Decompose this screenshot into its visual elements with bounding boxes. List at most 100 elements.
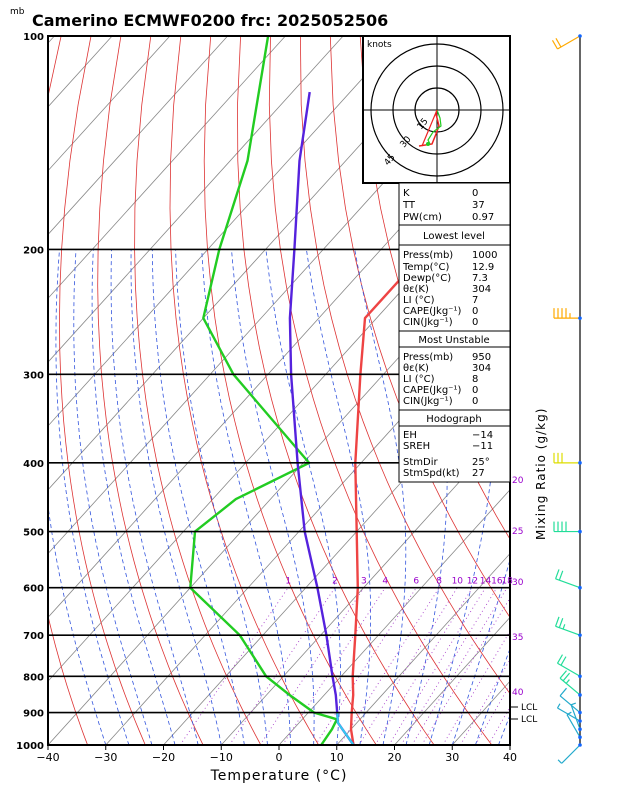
wind-barb — [555, 569, 582, 590]
ll-cape-label: CAPE(Jkg⁻¹) — [403, 306, 461, 317]
moist-adiabat-line — [405, 249, 448, 745]
mixing-ratio-tick-label: 20 — [512, 476, 524, 486]
most-unstable-header: Most Unstable — [418, 335, 489, 346]
sreh-label: SREH — [403, 441, 430, 452]
x-axis-label: Temperature (°C) — [210, 768, 348, 784]
wind-barb — [551, 34, 582, 50]
pressure-tick-label: 1000 — [16, 741, 44, 752]
mu-cin-label: CIN(Jkg⁻¹) — [403, 396, 453, 407]
moist-adiabat-line — [130, 249, 222, 745]
ll-cin-label: CIN(Jkg⁻¹) — [403, 317, 453, 328]
temperature-tick-label: 10 — [330, 751, 344, 764]
stmdir-label: StmDir — [403, 457, 438, 468]
moist-adiabat-line — [175, 249, 268, 745]
wind-barb-flag — [555, 38, 562, 48]
hodograph-storm-vector — [421, 109, 438, 147]
wind-barb-dot — [578, 674, 582, 679]
moist-adiabat-line — [201, 249, 291, 745]
index-k-label: K — [403, 188, 410, 199]
pressure-tick-label: 100 — [23, 32, 44, 43]
chart-title: Camerino ECMWF0200 frc: 2025052506 — [32, 11, 388, 30]
dry-adiabat-line — [48, 36, 88, 745]
wind-barb-dot — [578, 719, 582, 723]
mixing-ratio-axis-label: Mixing Ratio (g/kg) — [534, 408, 548, 540]
most-unstable-block: Press(mb) 950 θε(K) 304 LI (°C) 8 CAPE(J… — [403, 352, 491, 407]
wind-barb — [555, 616, 582, 637]
ll-press-label: Press(mb) — [403, 250, 453, 261]
pressure-tick-label: 900 — [23, 709, 44, 720]
wind-barb — [553, 521, 582, 534]
wind-barb-dot — [578, 743, 582, 747]
wind-barb-staff — [566, 714, 581, 738]
hodograph-trace-mid — [427, 109, 442, 145]
hodograph-units: knots — [367, 40, 392, 50]
wind-barb-half-flag — [565, 679, 570, 684]
wind-barb-dot — [578, 461, 582, 465]
wind-barb-staff — [570, 704, 581, 730]
background-grid — [48, 36, 510, 745]
moist-adiabat-line — [110, 249, 199, 745]
mixing-ratio-line — [442, 630, 510, 745]
wind-barb — [553, 452, 582, 465]
index-pw-value: 0.97 — [472, 212, 494, 223]
mu-press-value: 950 — [472, 352, 491, 363]
ll-cape-value: 0 — [472, 306, 478, 317]
wind-barb-flag — [556, 654, 564, 664]
wind-barb-staff — [561, 744, 581, 764]
wind-barb — [556, 703, 582, 723]
temperature-tick-label: −20 — [152, 751, 175, 764]
wind-barb-half-flag — [557, 759, 563, 764]
isotherm-line — [48, 233, 510, 745]
temperature-tick-label: −30 — [94, 751, 117, 764]
hodograph-inset: knots 15 30 45 — [362, 35, 511, 184]
mixing-ratio-line — [315, 587, 417, 745]
wind-barb — [553, 308, 582, 320]
mixing-ratio-line — [460, 658, 510, 745]
isotherm-line — [48, 36, 286, 299]
moist-adiabat-line — [306, 249, 372, 745]
dry-adiabat-line — [97, 36, 204, 745]
parcel-low-segment — [336, 712, 355, 745]
temperature-tick-label: −10 — [210, 751, 233, 764]
wind-barb-dot — [578, 529, 582, 534]
ll-li-value: 7 — [472, 295, 478, 306]
isotherm-line — [509, 744, 510, 745]
dry-adiabat-line — [169, 36, 319, 745]
mixing-ratio-line — [488, 706, 510, 745]
ll-dewp-label: Dewp(°C) — [403, 273, 451, 284]
wind-barb-staff — [559, 695, 581, 714]
lcl-label-1: LCL — [521, 703, 537, 713]
moist-adiabat-line — [55, 249, 130, 745]
pressure-tick-label: 600 — [23, 584, 44, 595]
wind-barb-flag — [560, 656, 567, 666]
wind-barb-dot — [578, 585, 582, 590]
hodograph-block-header: Hodograph — [426, 414, 481, 425]
temperature-tick-label: 30 — [445, 751, 459, 764]
mixing-ratio-line — [475, 683, 510, 745]
hodograph-ring-30 — [392, 65, 482, 155]
isotherm-line — [336, 552, 510, 745]
wind-barb-staff — [559, 677, 581, 696]
temperature-axis: −40 −30 −20 −10 0 10 20 30 40 — [36, 745, 517, 764]
index-tt-value: 37 — [472, 200, 485, 211]
wind-barb — [559, 670, 582, 697]
wind-barb — [559, 687, 582, 715]
isotherm-line — [278, 489, 510, 745]
dewpoint-profile-line — [189, 36, 339, 745]
dry-adiabat-line — [59, 36, 146, 745]
wind-barb-half-flag — [562, 624, 566, 630]
wind-barb-staff — [557, 662, 581, 677]
moist-adiabat-line — [231, 249, 315, 745]
wind-barb-flag — [559, 670, 567, 679]
index-pw-label: PW(cm) — [403, 212, 442, 223]
stmdir-value: 25° — [472, 457, 490, 468]
moist-adiabat-line — [91, 249, 176, 745]
wind-barb-dot — [578, 727, 582, 732]
index-k-value: 0 — [472, 188, 478, 199]
wind-barb-dot — [578, 633, 582, 637]
mu-thetae-value: 304 — [472, 363, 491, 374]
mixing-ratio-tick-label: 2 — [332, 577, 338, 587]
hodograph-storm-marker — [426, 142, 430, 146]
